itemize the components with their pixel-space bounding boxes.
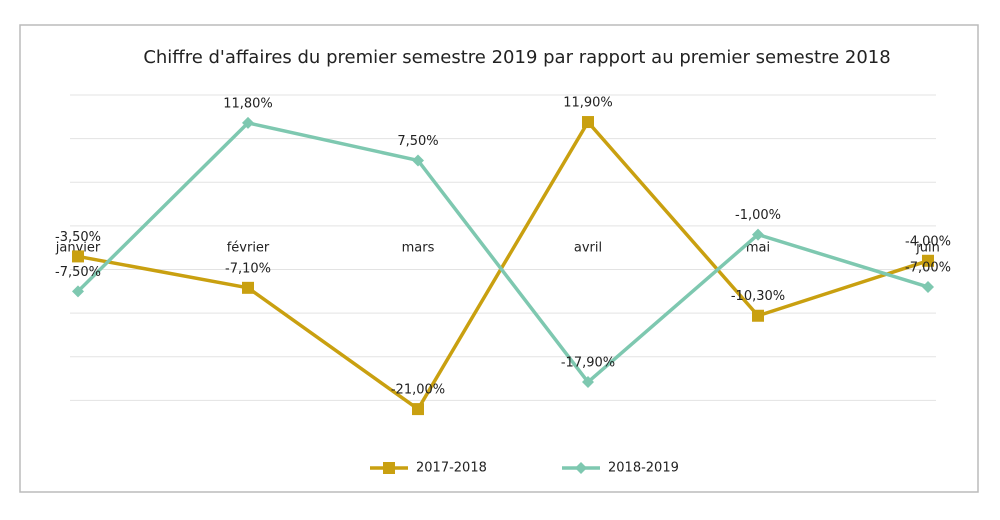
data-point <box>412 403 424 416</box>
x-tick-label: janvier <box>55 240 101 255</box>
legend-marker <box>575 462 587 474</box>
data-point <box>922 280 934 293</box>
data-label: -17,90% <box>561 356 615 371</box>
chart-frame <box>19 24 979 493</box>
x-tick-label: juin <box>915 240 940 255</box>
data-point <box>922 254 934 267</box>
data-point <box>72 250 84 263</box>
data-label: 7,50% <box>397 134 438 149</box>
data-point <box>242 281 254 294</box>
x-tick-label: avril <box>574 240 602 255</box>
legend-label: 2018-2019 <box>608 461 679 476</box>
data-label: -7,50% <box>55 265 101 280</box>
data-point <box>72 285 84 298</box>
data-point <box>752 228 764 241</box>
data-label: -3,50% <box>55 230 101 245</box>
data-point <box>582 376 594 389</box>
data-label: -21,00% <box>391 383 445 398</box>
legend-marker <box>383 462 395 474</box>
data-point <box>582 116 594 129</box>
data-label: 11,90% <box>563 96 613 111</box>
data-label: 11,80% <box>223 96 273 111</box>
data-label: -7,10% <box>225 261 271 276</box>
series-line <box>76 121 929 384</box>
data-point <box>412 154 424 167</box>
data-label: -4,00% <box>905 234 951 249</box>
x-tick-label: mai <box>746 240 770 255</box>
x-tick-label: février <box>227 240 270 255</box>
data-point <box>752 309 764 322</box>
series-line <box>77 120 929 411</box>
data-label: -1,00% <box>735 208 781 223</box>
data-point <box>242 116 254 129</box>
data-label: -7,00% <box>905 260 951 275</box>
x-tick-label: mars <box>402 240 435 255</box>
data-label: -10,30% <box>731 289 785 304</box>
chart-title: Chiffre d'affaires du premier semestre 2… <box>143 47 890 68</box>
legend-label: 2017-2018 <box>416 461 487 476</box>
